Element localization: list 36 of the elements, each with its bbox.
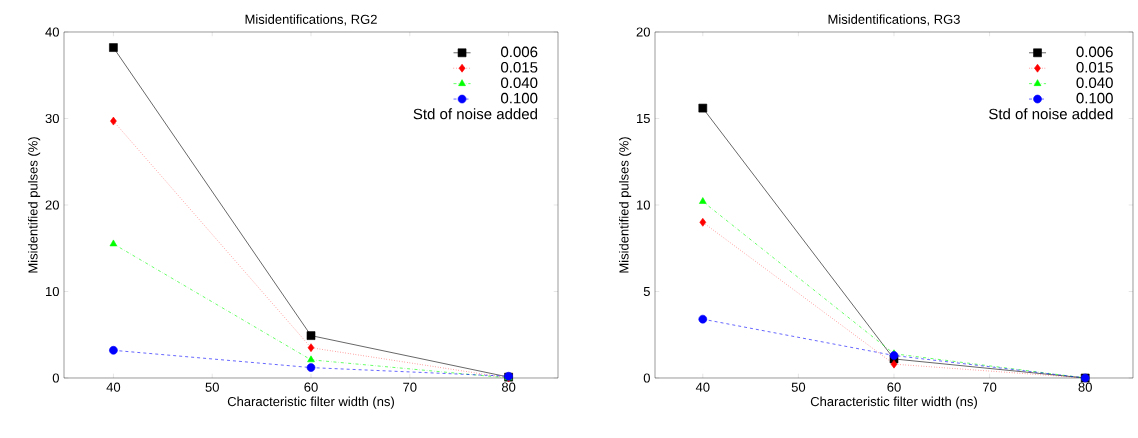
- y-tick-label: 10: [46, 286, 59, 297]
- y-axis-title: Misidentified pulses (%): [28, 137, 41, 273]
- y-tick-label: 10: [637, 200, 650, 210]
- legend-label: 0.040: [1076, 77, 1113, 89]
- y-tick-label: 20: [636, 27, 650, 37]
- legend-title: Std of noise added: [413, 108, 537, 120]
- x-axis-title: Characteristic filter width (ns): [227, 396, 394, 409]
- legend-title: Std of noise added: [989, 108, 1113, 120]
- x-tick-label: 70: [403, 382, 417, 392]
- y-axis-title: Misidentified pulses (%): [619, 137, 632, 273]
- y-tick-label: 15: [637, 113, 650, 124]
- legend-label: 0.040: [501, 77, 538, 89]
- x-tick-label: 70: [983, 382, 997, 392]
- x-tick-label: 80: [1078, 382, 1092, 392]
- x-tick-label: 50: [791, 382, 806, 392]
- x-tick-label: 50: [205, 382, 219, 392]
- legend-label: 0.100: [1076, 92, 1113, 104]
- y-tick-label: 5: [643, 286, 650, 297]
- legend-label: 0.015: [501, 61, 538, 73]
- legend-label: 0.015: [1076, 61, 1113, 73]
- x-axis-title: Characteristic filter width (ns): [810, 396, 977, 409]
- x-tick-label: 40: [695, 382, 710, 392]
- x-tick-label: 60: [887, 382, 901, 392]
- x-tick-label: 40: [106, 382, 121, 392]
- y-tick-label: 40: [45, 27, 59, 37]
- y-tick-label: 0: [52, 373, 59, 383]
- x-tick-label: 60: [304, 382, 318, 392]
- chart-title: Misidentifications, RG2: [245, 14, 377, 26]
- chart-title: Misidentifications, RG3: [828, 14, 960, 26]
- y-tick-label: 20: [45, 200, 59, 210]
- x-tick-label: 80: [501, 382, 516, 392]
- legend-label: 0.006: [501, 46, 538, 58]
- legend-label: 0.100: [501, 92, 538, 104]
- y-tick-label: 30: [45, 113, 59, 124]
- y-tick-label: 0: [643, 373, 650, 383]
- legend-label: 0.006: [1076, 46, 1113, 58]
